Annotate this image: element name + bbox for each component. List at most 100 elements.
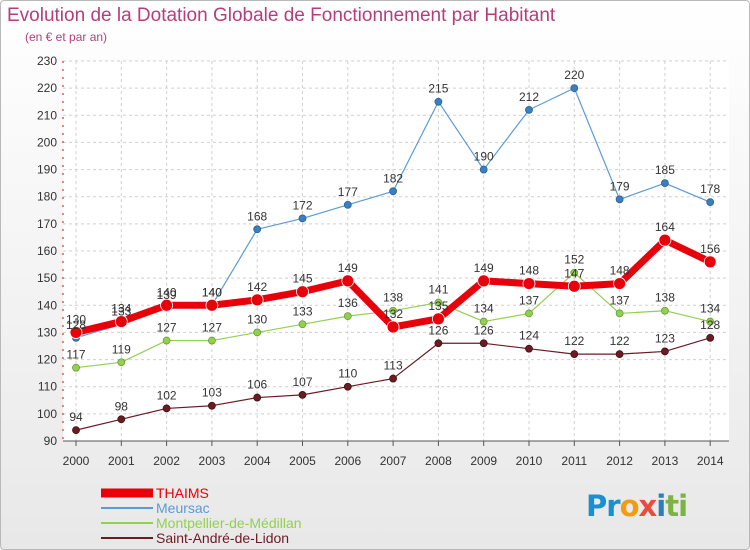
data-label: 140 [157, 285, 177, 299]
x-tick-label: 2006 [334, 454, 361, 468]
data-point [525, 344, 533, 353]
data-point [479, 165, 488, 174]
y-tick-label: 180 [37, 190, 57, 204]
y-tick-label: 210 [37, 108, 57, 122]
data-label: 156 [700, 242, 720, 256]
data-label: 138 [383, 291, 403, 305]
x-tick-label: 2010 [516, 454, 543, 468]
data-label: 107 [292, 375, 312, 389]
y-tick-label: 200 [37, 135, 57, 149]
data-label: 137 [610, 293, 630, 307]
legend-label: Montpellier-de-Médillan [156, 515, 302, 531]
data-label: 137 [519, 293, 539, 307]
data-point [162, 336, 171, 345]
x-tick-label: 2007 [380, 454, 407, 468]
data-point [613, 277, 626, 290]
data-label: 134 [111, 302, 131, 316]
data-point [661, 179, 669, 188]
data-label: 94 [69, 410, 83, 424]
data-point [389, 306, 398, 315]
data-label: 133 [111, 304, 131, 318]
x-tick-label: 2002 [153, 454, 180, 468]
x-tick-label: 2011 [561, 454, 587, 468]
data-point [706, 333, 715, 342]
y-tick-label: 90 [44, 434, 58, 448]
data-label: 134 [700, 302, 720, 316]
data-point [658, 233, 672, 247]
data-point [706, 198, 715, 207]
data-label: 130 [247, 312, 267, 326]
data-label: 122 [564, 334, 584, 348]
x-tick-label: 2013 [652, 454, 679, 468]
chart-title: Evolution de la Dotation Globale de Fonc… [7, 5, 556, 26]
data-point [341, 274, 355, 288]
data-point [114, 315, 128, 328]
data-label: 117 [66, 348, 85, 362]
data-label: 133 [292, 304, 312, 318]
data-point [615, 309, 624, 318]
data-point [434, 97, 443, 106]
data-point [567, 279, 581, 293]
logo-letter: x [638, 489, 658, 523]
data-label: 119 [112, 342, 131, 356]
data-point [117, 358, 126, 367]
data-point [207, 336, 216, 345]
data-label: 110 [338, 367, 357, 381]
data-label: 98 [115, 399, 129, 413]
data-point [253, 328, 262, 337]
data-point [162, 404, 171, 413]
data-point [298, 390, 307, 399]
data-point [525, 105, 533, 114]
data-point [615, 195, 624, 204]
data-label: 142 [247, 280, 267, 294]
data-label: 103 [202, 386, 222, 400]
data-point [661, 347, 669, 356]
x-tick-label: 2005 [289, 454, 316, 468]
y-tick-label: 110 [38, 380, 57, 394]
data-label: 126 [428, 323, 448, 337]
y-tick-label: 190 [37, 163, 57, 177]
data-point [434, 339, 443, 348]
data-label: 185 [655, 163, 675, 177]
y-tick-label: 140 [37, 298, 57, 312]
data-point [253, 225, 262, 234]
data-label: 148 [610, 264, 630, 278]
proxiti-logo: Proxiti [586, 489, 688, 523]
chart-subtitle: (en € et par an) [25, 30, 108, 44]
data-point [389, 374, 398, 383]
data-label: 136 [338, 296, 358, 310]
data-point [160, 298, 174, 312]
data-point [298, 320, 307, 329]
logo-letter: P [586, 489, 607, 523]
data-point [434, 298, 443, 307]
data-label: 127 [157, 321, 177, 335]
data-point [207, 401, 216, 410]
data-point [253, 393, 262, 402]
data-label: 126 [474, 323, 494, 337]
y-tick-label: 230 [37, 54, 57, 68]
data-point [570, 350, 579, 359]
data-point [570, 84, 579, 93]
data-point [615, 350, 624, 359]
x-tick-label: 2000 [63, 454, 90, 468]
x-tick-label: 2009 [470, 454, 497, 468]
data-label: 127 [202, 321, 222, 335]
data-label: 123 [655, 331, 675, 345]
data-label: 140 [202, 285, 222, 299]
data-label: 128 [700, 318, 720, 332]
data-label: 134 [474, 302, 494, 316]
data-point [431, 312, 445, 326]
data-point [343, 382, 352, 391]
x-tick-label: 2014 [697, 454, 724, 468]
data-label: 124 [519, 329, 539, 343]
data-point [298, 214, 307, 223]
data-point [479, 339, 488, 348]
logo-letter: t [665, 489, 679, 523]
data-label: 128 [66, 318, 86, 332]
data-label: 152 [564, 253, 584, 267]
data-label: 182 [383, 171, 403, 185]
data-label: 102 [157, 388, 177, 402]
data-label: 122 [610, 334, 630, 348]
